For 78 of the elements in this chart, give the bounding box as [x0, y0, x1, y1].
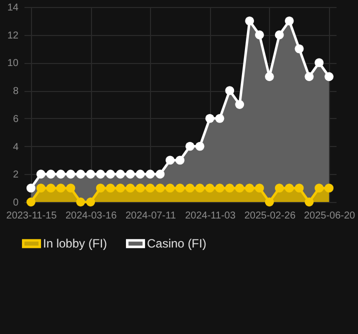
y-tick-label: 0	[12, 198, 19, 208]
point	[284, 184, 294, 193]
y-tick-label: 8	[12, 86, 19, 98]
point	[205, 184, 214, 193]
point	[264, 72, 274, 82]
point	[56, 184, 66, 193]
y-tick-label: 10	[7, 58, 19, 70]
point	[304, 72, 314, 82]
x-tick-label: 2024-07-11	[125, 210, 176, 222]
x-tick-label: 2024-11-03	[185, 210, 236, 222]
y-tick-label: 6	[12, 114, 19, 125]
legend-label: Casino (FI)	[147, 236, 206, 251]
point	[166, 156, 175, 165]
point	[116, 184, 125, 193]
point	[225, 86, 234, 96]
point	[106, 170, 115, 179]
point	[235, 184, 244, 193]
y-tick-label: 12	[7, 30, 19, 42]
point	[264, 198, 274, 206]
point	[36, 170, 46, 179]
x-tick-label: 2023-11-15	[6, 210, 58, 222]
point	[66, 170, 76, 179]
point	[215, 184, 224, 193]
point	[56, 170, 66, 179]
point	[176, 156, 184, 165]
point	[274, 184, 284, 193]
point	[324, 72, 334, 82]
point	[235, 100, 244, 109]
x-tick-label: 2025-06-20	[304, 210, 356, 222]
point	[294, 44, 304, 54]
point	[76, 170, 86, 179]
point	[146, 170, 155, 179]
point	[26, 198, 36, 206]
y-tick-label: 4	[12, 142, 19, 153]
point	[304, 198, 314, 206]
point	[106, 184, 115, 193]
x-tick-label: 2024-03-16	[65, 210, 118, 222]
point	[136, 184, 145, 193]
point	[195, 142, 204, 151]
point	[294, 184, 304, 193]
point	[46, 184, 56, 193]
point	[185, 142, 194, 151]
point	[76, 198, 86, 206]
point	[26, 184, 36, 193]
point	[46, 170, 56, 179]
point	[255, 30, 264, 40]
point	[86, 170, 96, 179]
point	[86, 198, 96, 206]
point	[274, 30, 284, 40]
y-tick-label: 2	[12, 170, 19, 181]
point	[324, 184, 334, 193]
point	[314, 184, 324, 193]
point	[96, 170, 105, 179]
point	[66, 184, 76, 193]
point	[126, 170, 135, 179]
point	[245, 16, 254, 26]
point	[284, 16, 294, 26]
point	[36, 184, 46, 193]
point	[245, 184, 254, 193]
x-tick-label: 2025-02-26	[244, 210, 296, 222]
point	[215, 114, 224, 123]
legend-label: In lobby (FI)	[43, 236, 108, 251]
point	[225, 184, 234, 193]
point	[126, 184, 135, 193]
point	[205, 114, 214, 123]
point	[116, 170, 125, 179]
point	[96, 184, 105, 193]
point	[156, 170, 165, 179]
point	[176, 184, 184, 193]
point	[314, 58, 324, 68]
point	[146, 184, 155, 193]
y-tick-label: 14	[7, 2, 19, 14]
point	[255, 184, 264, 193]
point	[156, 184, 165, 193]
point	[136, 170, 145, 179]
point	[185, 184, 194, 193]
point	[166, 184, 175, 193]
point	[195, 184, 204, 193]
